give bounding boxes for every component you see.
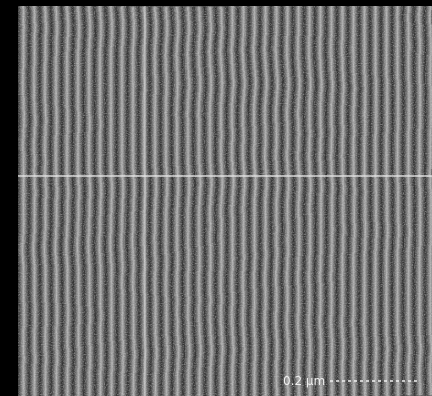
scale-label: 0.2 μm [283,374,325,388]
micrograph: 0.2 μm [0,0,432,396]
stripe-pattern [18,6,432,396]
stripes [18,6,432,396]
